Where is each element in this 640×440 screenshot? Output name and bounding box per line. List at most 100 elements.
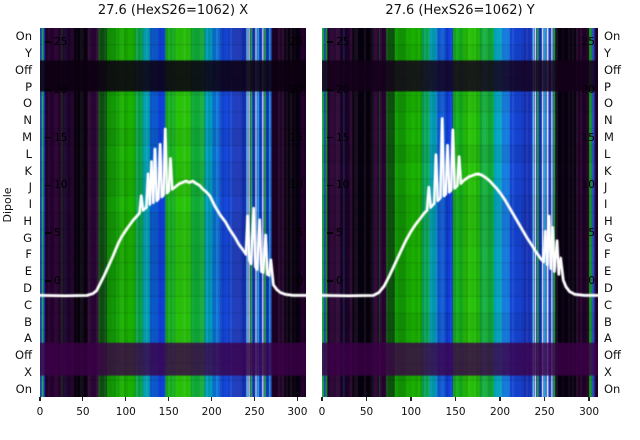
row-label-left-f: F [25,247,32,262]
row-label-left-off: Off [15,348,32,363]
x-tick-label: 0 [318,406,326,418]
x-tick-mark [365,397,368,401]
row-label-right-h: H [604,213,613,228]
y-tick-label-inner-left: 15 [327,132,349,144]
row-label-left-i: I [28,197,32,212]
row-label-left-g: G [23,230,32,245]
x-tick-label: 250 [244,406,265,418]
row-label-right-y: Y [604,46,612,61]
y-tick-label-inner-left: 15 [45,132,67,144]
x-tick-mark [39,397,41,401]
row-label-left-k: K [24,163,32,178]
y-tick-dash [45,184,51,187]
row-label-left-on: On [15,29,32,44]
row-label-left-off: Off [15,62,32,77]
x-tick-label: 0 [36,406,44,418]
row-label-right-e: E [604,264,612,279]
x-tick-label: 150 [158,406,179,418]
x-tick-mark [499,397,501,401]
row-label-left-j: J [28,180,32,195]
row-label-left-h: H [23,213,32,228]
x-tick-label: 150 [445,406,466,418]
row-label-left-e: E [24,264,32,279]
x-tick-label: 100 [401,406,422,418]
row-label-right-l: L [604,146,611,161]
x-tick-mark [321,397,323,401]
row-label-right-on: On [604,381,621,396]
row-label-right-g: G [604,230,613,245]
y-tick-dash [327,232,333,234]
x-tick-mark [410,397,412,401]
y-tick-label-inner-left: 20 [327,84,349,96]
row-label-left-a: A [24,331,32,346]
row-label-right-m: M [604,130,614,145]
y-tick-dash [45,41,51,43]
row-label-right-off: Off [604,62,621,77]
x-tick-mark [168,397,170,401]
y-tick-label-inner-right: 15 [289,131,303,144]
row-label-right-p: P [604,79,611,94]
y-tick-dash [45,89,51,91]
y-tick-label-inner-left: 25 [327,36,349,48]
row-label-left-o: O [22,96,32,111]
y-tick-dash [45,280,51,282]
row-label-left-l: L [25,146,32,161]
x-tick-label: 300 [287,406,308,418]
y-tick-label-inner-right: 25 [289,36,303,48]
y-tick-label-inner-right: 20 [581,83,595,96]
y-tick-label-inner-left: 10 [327,179,349,191]
x-tick-label: 200 [490,406,511,418]
x-tick-mark [253,397,256,401]
x-tick-label: 50 [76,406,90,418]
x-tick-mark [543,397,546,401]
row-label-left-on: On [15,381,32,396]
y-tick-label-inner-right: 0 [296,275,303,287]
row-label-right-x: X [604,364,612,379]
x-tick-label: 100 [115,406,136,418]
y-tick-dash [327,41,333,43]
row-label-left-p: P [25,79,32,94]
panel-title-y: 27.6 (HexS26=1062) Y [385,3,535,18]
y-tick-label-inner-right: 0 [588,275,595,287]
x-tick-mark [211,397,213,401]
row-label-right-c: C [604,297,613,312]
row-label-right-o: O [604,96,614,111]
y-tick-label-inner-right: 10 [289,179,303,192]
row-label-left-x: X [24,364,32,379]
y-tick-label-inner-left: 5 [327,227,343,239]
y-tick-dash [45,232,51,234]
row-label-left-m: M [22,130,32,145]
x-tick-label: 50 [359,406,374,418]
x-tick-mark [296,397,298,401]
panel-title-x: 27.6 (HexS26=1062) X [97,3,249,18]
x-tick-label: 300 [579,406,600,418]
x-tick-label: 200 [201,406,222,418]
y-tick-label-inner-left: 10 [45,179,67,191]
y-tick-dash [327,280,333,282]
row-label-right-on: On [604,29,621,44]
row-label-left-b: B [24,314,32,329]
y-tick-label-inner-right: 15 [581,131,595,144]
y-tick-label-inner-right: 20 [289,83,303,96]
x-tick-mark [454,397,457,401]
x-tick-label: 250 [534,406,555,418]
heatmap-canvas-x [40,28,306,397]
row-label-right-i: I [604,197,608,212]
row-label-right-off: Off [604,348,621,363]
row-label-left-n: N [23,113,32,128]
row-label-right-f: F [604,247,611,262]
row-label-left-d: D [23,280,32,295]
row-label-right-a: A [604,331,612,346]
y-tick-dash [327,184,333,187]
y-tick-label-inner-right: 5 [588,227,595,240]
y-tick-label-inner-right: 5 [296,227,303,240]
row-label-left-y: Y [24,46,32,61]
y-tick-dash [45,136,51,139]
row-label-right-b: B [604,314,612,329]
row-label-left-c: C [23,297,32,312]
y-tick-label-inner-left: 25 [45,36,67,48]
heatmap-canvas-y [322,28,598,397]
y-tick-label-inner-left: 0 [327,275,343,287]
y-tick-dash [327,136,333,139]
